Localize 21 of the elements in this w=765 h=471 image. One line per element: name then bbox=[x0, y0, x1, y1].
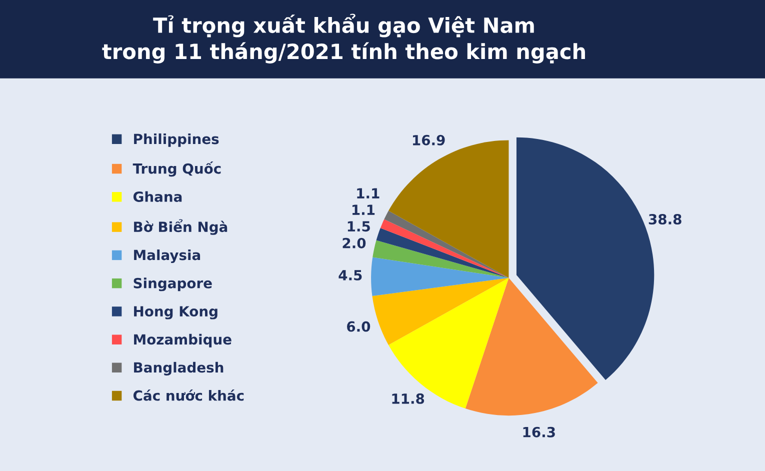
data-label: 2.0 bbox=[342, 238, 366, 248]
data-label: 1.1 bbox=[352, 204, 375, 215]
legend-label: Các nước khác bbox=[133, 390, 244, 401]
chart-title: Tỉ trọng xuất khẩu gạo Việt Nam trong 11 tháng/2021 tính theo kim ngạch bbox=[102, 14, 585, 64]
legend-label: Bangladesh bbox=[134, 362, 224, 376]
data-label: 4.5 bbox=[338, 270, 362, 280]
legend-label: Bờ Biển Ngà bbox=[134, 219, 228, 235]
data-label: 38.8 bbox=[648, 214, 682, 225]
legend-label: Ghana bbox=[133, 191, 182, 202]
legend-label: Hong Kong bbox=[134, 306, 218, 320]
legend-label: Malaysia bbox=[134, 249, 200, 264]
data-label: 1.5 bbox=[348, 221, 370, 232]
legend-label: Mozambique bbox=[134, 334, 232, 348]
legend-label: Singapore bbox=[134, 278, 212, 292]
data-label: 16.3 bbox=[523, 426, 555, 438]
data-label: 11.8 bbox=[392, 393, 424, 404]
data-label: 1.1 bbox=[357, 188, 380, 198]
legend-label: Trung Quốc bbox=[132, 161, 221, 177]
data-label: 16.9 bbox=[412, 134, 445, 146]
data-label: 6.0 bbox=[347, 321, 370, 332]
legend-label: Philippines bbox=[134, 133, 219, 147]
